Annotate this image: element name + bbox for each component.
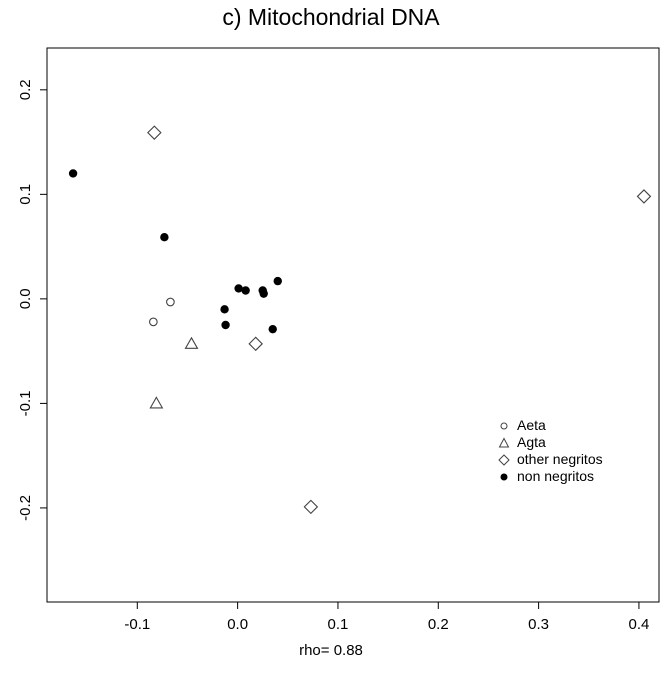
legend-label: Agta: [517, 434, 546, 450]
open-triangle-icon: [498, 436, 510, 447]
chart-title: c) Mitochondrial DNA: [222, 4, 440, 30]
data-point-non-negritos: [241, 286, 250, 295]
data-point-aeta: [148, 317, 158, 327]
x-axis: -0.1 0.0 0.1 0.2 0.3 0.4: [124, 602, 649, 633]
legend-label: other negritos: [517, 451, 603, 467]
x-tick-label: 0.0: [227, 616, 248, 633]
data-point-non-negritos: [220, 305, 229, 314]
legend-item-agta: Agta: [498, 434, 603, 451]
data-point-non-negritos: [259, 289, 268, 298]
data-point-aeta: [166, 297, 175, 307]
y-tick-label: 0.2: [17, 79, 34, 100]
plot-area-box: [46, 47, 660, 603]
legend: Aeta Agta other negritos non negritos: [498, 417, 603, 485]
x-tick-label: 0.1: [328, 616, 349, 633]
filled-circle-icon: [500, 473, 508, 480]
data-point-non-negritos: [268, 324, 277, 334]
data-point-agta: [184, 336, 199, 349]
data-point-non-negritos: [234, 284, 243, 293]
x-tick-label: -0.1: [124, 616, 150, 633]
x-axis-label: rho= 0.88: [299, 642, 363, 659]
data-point-other-negritos: [303, 499, 319, 515]
legend-item-non-negritos: non negritos: [498, 468, 603, 485]
legend-label: non negritos: [517, 468, 595, 484]
data-point-non-negritos: [68, 169, 78, 178]
y-axis: -0.2 -0.1 0.0 0.1 0.2: [17, 79, 47, 521]
data-point-other-negritos: [147, 125, 162, 140]
data-point-non-negritos: [273, 276, 282, 286]
legend-label: Aeta: [517, 417, 546, 433]
y-tick-label: 0.1: [17, 184, 34, 205]
data-point-non-negritos: [160, 232, 169, 242]
open-circle-icon: [500, 422, 508, 429]
legend-item-other-negritos: other negritos: [498, 451, 603, 468]
y-tick-label: -0.2: [17, 495, 34, 521]
open-diamond-icon: [498, 453, 510, 466]
y-tick-label: -0.1: [17, 390, 34, 416]
data-point-agta: [149, 396, 164, 409]
x-tick-label: 0.2: [428, 616, 449, 633]
data-point-non-negritos: [221, 320, 230, 330]
y-tick-label: 0.0: [17, 288, 34, 309]
x-tick-label: 0.3: [528, 616, 549, 633]
legend-item-aeta: Aeta: [498, 417, 603, 434]
data-point-other-negritos: [636, 189, 652, 204]
x-tick-label: 0.4: [629, 616, 650, 633]
data-point-other-negritos: [248, 336, 263, 352]
data-points: [68, 125, 652, 515]
